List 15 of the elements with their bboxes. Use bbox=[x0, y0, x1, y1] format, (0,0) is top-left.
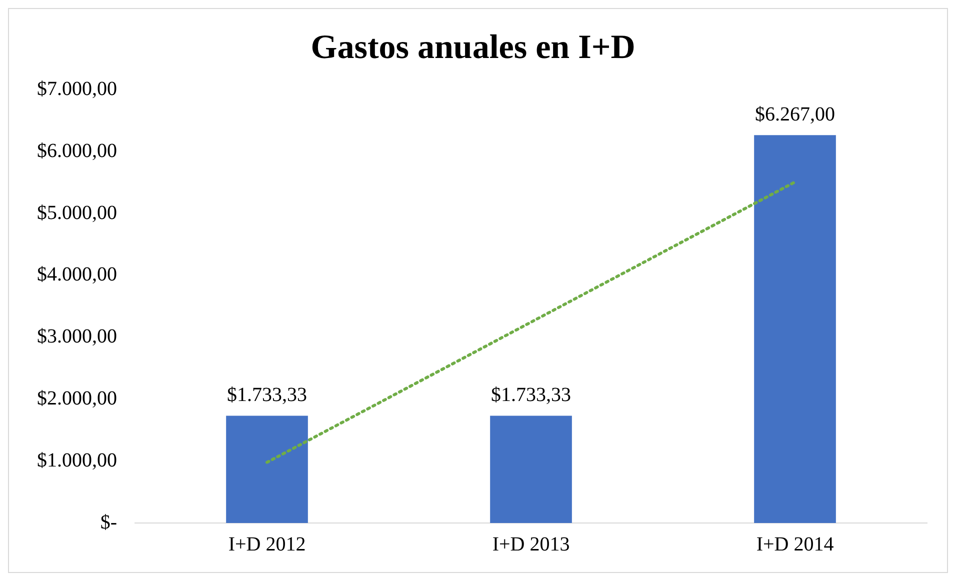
x-tick-label: I+D 2014 bbox=[756, 533, 834, 556]
x-tick-label: I+D 2012 bbox=[228, 533, 306, 556]
y-tick-label: $3.000,00 bbox=[37, 326, 117, 348]
data-label: $6.267,00 bbox=[755, 103, 835, 126]
x-tick-label: I+D 2013 bbox=[492, 533, 570, 556]
data-label: $1.733,33 bbox=[227, 384, 307, 406]
y-tick-label: $7.000,00 bbox=[37, 78, 117, 100]
y-tick-label: $4.000,00 bbox=[37, 264, 117, 286]
y-tick-label: $5.000,00 bbox=[37, 202, 117, 224]
data-label: $1.733,33 bbox=[491, 384, 571, 406]
y-tick-label: $6.000,00 bbox=[37, 140, 117, 162]
y-tick-label: $1.000,00 bbox=[37, 449, 117, 472]
y-tick-label: $2.000,00 bbox=[37, 387, 117, 410]
chart-title: Gastos anuales en I+D bbox=[310, 29, 636, 66]
y-tick-label: $- bbox=[100, 511, 117, 534]
